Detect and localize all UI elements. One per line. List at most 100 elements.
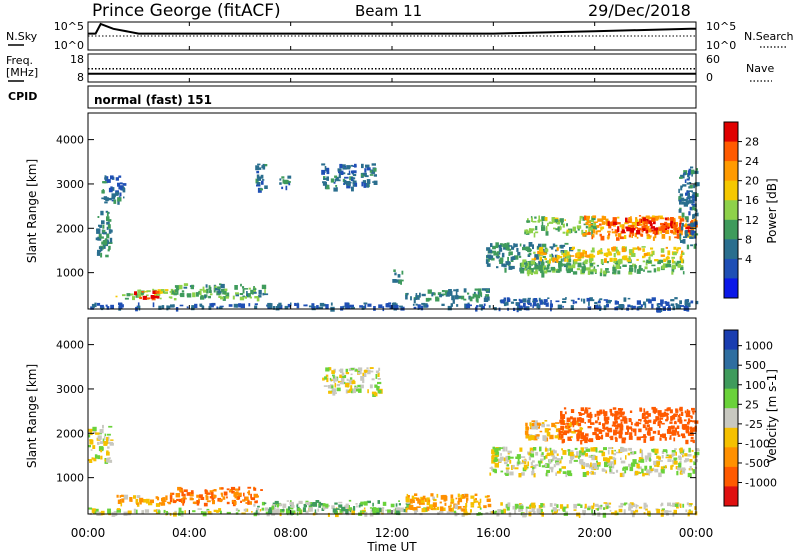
heatmap-cell [352, 180, 357, 183]
heatmap-cell [589, 221, 591, 224]
heatmap-cell [642, 260, 646, 263]
heatmap-cell [683, 419, 687, 422]
heatmap-cell [618, 508, 623, 513]
heatmap-cell [653, 460, 658, 466]
heatmap-cell [205, 495, 209, 501]
heatmap-cell [573, 459, 578, 462]
heatmap-cell [660, 466, 664, 471]
heatmap-cell [680, 266, 684, 271]
y-tick-label: 2000 [56, 427, 84, 440]
heatmap-cell [608, 225, 612, 229]
heatmap-cell [414, 511, 417, 514]
heatmap-cell [371, 163, 376, 166]
heatmap-cell [469, 296, 473, 302]
y-tick-label: 4000 [56, 339, 84, 352]
heatmap-cell [395, 279, 399, 283]
heatmap-cell [181, 510, 184, 515]
heatmap-cell [617, 270, 621, 275]
heatmap-cell [115, 295, 118, 298]
heatmap-cell [596, 264, 599, 267]
heatmap-cell [563, 420, 565, 425]
heatmap-cell [453, 510, 457, 514]
heatmap-cell [107, 508, 111, 514]
heatmap-cell [134, 291, 137, 296]
heatmap-cell [100, 455, 103, 460]
heatmap-cell [587, 507, 591, 511]
heatmap-cell [487, 503, 492, 508]
heatmap-cell [451, 295, 455, 301]
heatmap-cell [603, 305, 607, 311]
heatmap-cell [666, 454, 669, 456]
heatmap-cell [204, 489, 207, 495]
heatmap-cell [486, 255, 490, 258]
heatmap-cell [539, 300, 543, 305]
heatmap-cell [349, 377, 353, 382]
heatmap-cell [648, 472, 650, 476]
heatmap-cell [470, 495, 475, 499]
heatmap-cell [676, 229, 679, 234]
heatmap-cell [617, 249, 619, 253]
heatmap-cell [474, 493, 478, 496]
heatmap-cell [486, 498, 491, 502]
heatmap-cell [373, 167, 377, 172]
heatmap-cell [225, 296, 229, 299]
heatmap-cell [581, 448, 584, 453]
heatmap-cell [336, 179, 341, 182]
heatmap-cell [584, 447, 588, 449]
heatmap-cell [551, 509, 554, 513]
heatmap-cell [691, 231, 694, 236]
heatmap-cell [665, 218, 670, 221]
heatmap-cell [490, 243, 493, 247]
heatmap-cell [494, 252, 499, 256]
heatmap-cell [557, 304, 563, 310]
heatmap-cell [673, 457, 678, 460]
heatmap-cell [254, 296, 259, 299]
colorbar-tick-label: -100 [745, 437, 770, 450]
heatmap-cell [566, 251, 570, 256]
heatmap-cell [91, 457, 94, 460]
heatmap-cell [106, 216, 110, 221]
heatmap-cell [519, 462, 525, 465]
heatmap-cell [461, 494, 466, 499]
heatmap-cell [650, 226, 655, 229]
heatmap-cell [322, 503, 326, 509]
heatmap-cell [373, 392, 377, 396]
heatmap-cell [615, 469, 619, 473]
heatmap-cell [269, 303, 273, 306]
heatmap-cell [549, 254, 552, 258]
heatmap-cell [211, 303, 216, 306]
heatmap-cell [303, 304, 307, 307]
heatmap-cell [690, 244, 693, 247]
heatmap-cell [305, 304, 308, 307]
heatmap-cell [439, 501, 442, 504]
heatmap-cell [618, 233, 622, 238]
heatmap-cell [688, 505, 692, 507]
heatmap-cell [554, 435, 559, 439]
heatmap-cell [339, 170, 344, 175]
heatmap-cell [625, 226, 629, 229]
heatmap-cell [670, 303, 675, 306]
heatmap-cell [242, 295, 245, 298]
heatmap-cell [508, 512, 512, 518]
heatmap-cell [524, 231, 526, 235]
heatmap-cell [548, 221, 554, 224]
heatmap-cell [608, 429, 613, 433]
heatmap-cell [560, 433, 564, 439]
heatmap-cell [104, 238, 108, 243]
heatmap-cell [688, 196, 693, 199]
heatmap-cell [657, 463, 660, 468]
heatmap-cell [570, 255, 575, 257]
heatmap-cell [289, 181, 291, 183]
cpid-program: normal (fast) 151 [94, 93, 212, 107]
heatmap-cell [687, 472, 692, 478]
heatmap-cell [541, 272, 545, 278]
heatmap-cell [405, 503, 410, 505]
heatmap-cell [625, 466, 629, 471]
heatmap-cell [174, 289, 179, 293]
heatmap-cell [206, 492, 211, 495]
heatmap-cell [648, 299, 652, 304]
heatmap-cell [235, 491, 239, 496]
heatmap-cell [579, 427, 583, 432]
heatmap-cell [288, 181, 291, 186]
